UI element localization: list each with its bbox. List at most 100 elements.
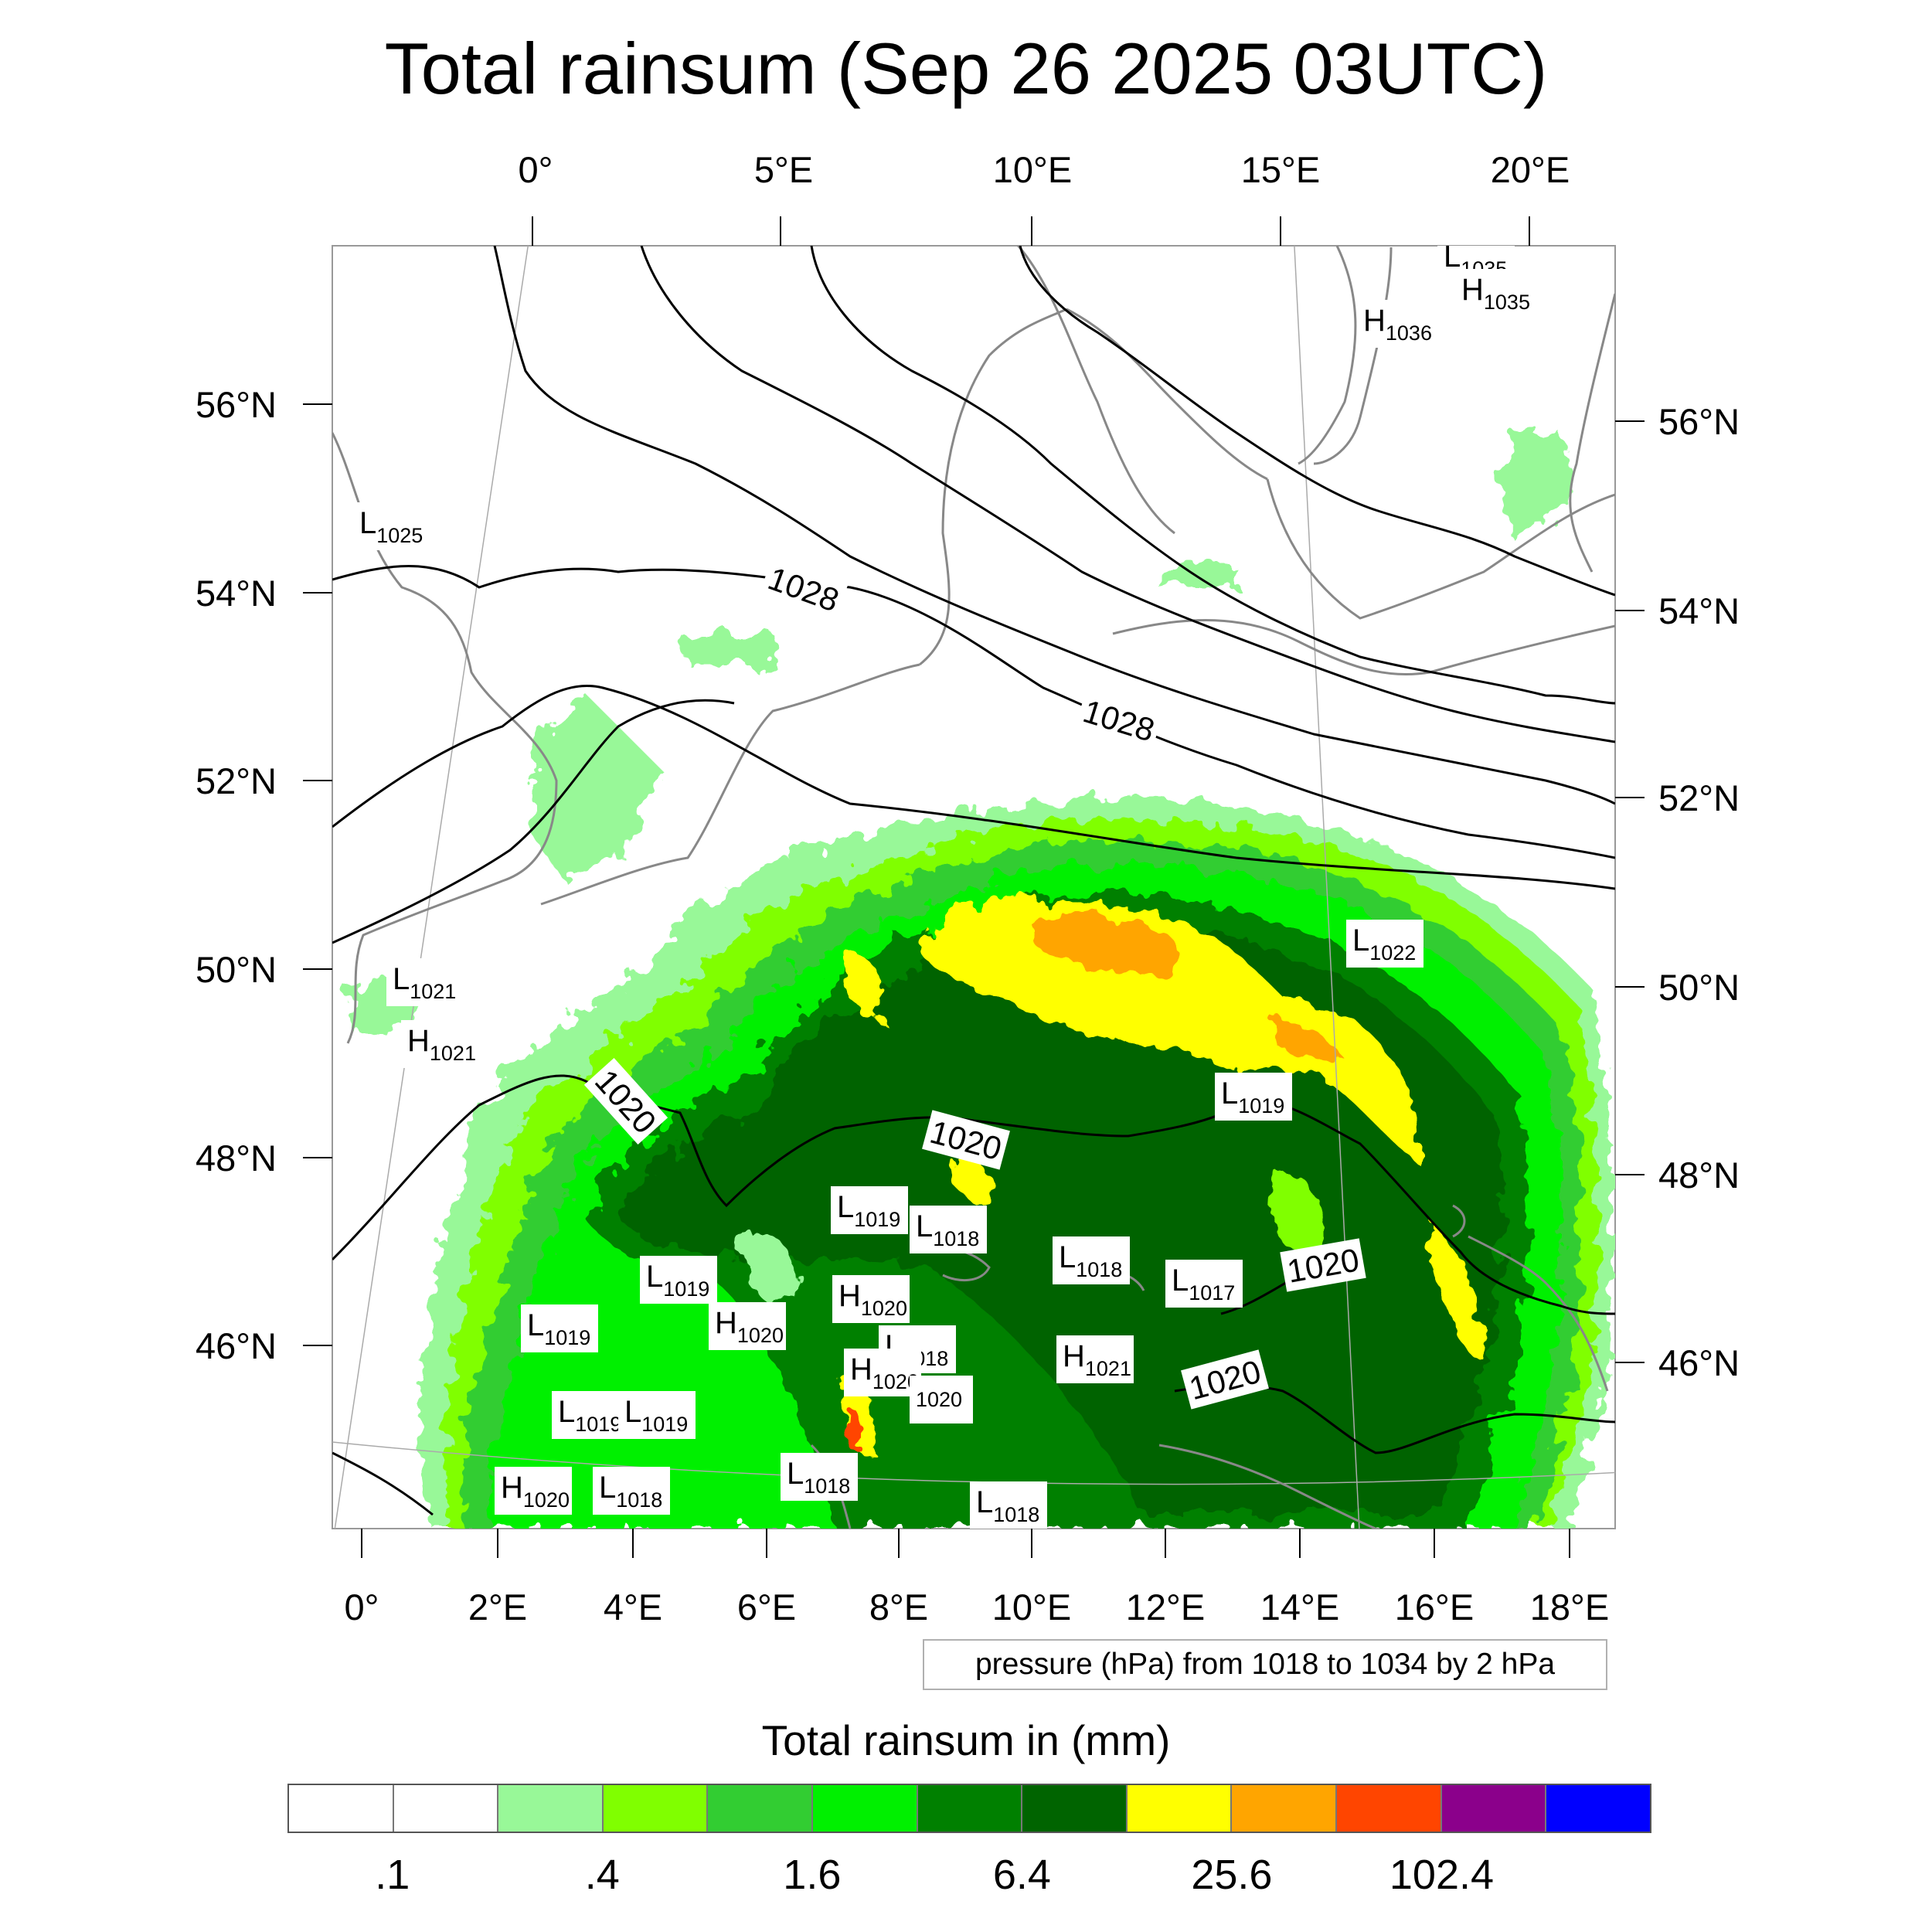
pressure-mark-bg <box>1053 1236 1130 1284</box>
pressure-mark-bg <box>831 1186 908 1234</box>
axis-label: 0° <box>345 1587 379 1628</box>
pressure-mark-bg <box>386 958 464 1006</box>
high-pressure-mark: H1036 <box>1363 304 1432 345</box>
colorbar-tick-label: 6.4 <box>992 1852 1051 1898</box>
low-pressure-mark: L1018 <box>787 1457 850 1498</box>
right-lat-labels: 56°N 54°N 52°N 50°N 48°N 46°N <box>1658 401 1740 1383</box>
pressure-mark-bg <box>401 1020 478 1068</box>
axis-label: 50°N <box>196 949 277 990</box>
colorbar-segment <box>1337 1785 1442 1832</box>
pressure-mark-bg <box>1215 1073 1292 1121</box>
pressure-mark-bg <box>1357 300 1434 348</box>
low-pressure-mark: L1018 <box>599 1471 662 1512</box>
pressure-mark-bg <box>1346 920 1423 968</box>
pressure-mark-bg <box>353 502 430 550</box>
axis-label: 0° <box>519 149 553 190</box>
colorbar-segment <box>1022 1785 1128 1832</box>
low-pressure-mark: L1018 <box>916 1209 979 1250</box>
axis-label: 46°N <box>196 1325 277 1366</box>
high-pressure-mark: H1020 <box>501 1471 570 1512</box>
axis-label: 18°E <box>1530 1587 1609 1628</box>
pressure-mark-bg <box>781 1453 858 1501</box>
map-title: Total rainsum (Sep 26 2025 03UTC) <box>384 28 1548 109</box>
colorbar-tick-label: .4 <box>584 1852 620 1898</box>
low-pressure-mark: L1025 <box>359 506 423 547</box>
axis-label: 52°N <box>1658 777 1740 818</box>
colorbar-title: Total rainsum in (mm) <box>761 1716 1171 1764</box>
high-pressure-mark: H1021 <box>407 1024 476 1065</box>
pressure-mark-bg <box>521 1304 598 1352</box>
colorbar-segment <box>1441 1785 1547 1832</box>
high-pressure-mark: H1020 <box>715 1306 784 1347</box>
axis-label: 16°E <box>1395 1587 1474 1628</box>
rainfall-field <box>348 433 1612 1529</box>
colorbar-tick-label: 25.6 <box>1191 1852 1273 1898</box>
pressure-mark-bg <box>618 1391 696 1439</box>
low-pressure-mark: L1019 <box>1221 1077 1284 1117</box>
colorbar-segment <box>1546 1785 1650 1832</box>
axis-label: 56°N <box>196 384 277 425</box>
colorbar-tick-label: .1 <box>375 1852 410 1898</box>
left-lat-labels: 56°N 54°N 52°N 50°N 48°N 46°N <box>196 384 277 1366</box>
low-pressure-mark: L1017 <box>1172 1264 1235 1304</box>
colorbar-tick-label: 1.6 <box>783 1852 842 1898</box>
pressure-mark-bg <box>844 1349 921 1396</box>
low-pressure-mark: 1020 <box>916 1388 962 1411</box>
top-lon-labels: 0° 5°E 10°E 15°E 20°E <box>519 149 1570 190</box>
pressure-mark-bg <box>1455 269 1532 317</box>
pressure-mark-bg <box>495 1467 572 1515</box>
pressure-mark-bg <box>970 1481 1047 1529</box>
axis-label: 8°E <box>869 1587 928 1628</box>
colorbar-segment <box>1232 1785 1338 1832</box>
pressure-mark-bg <box>1165 1260 1243 1308</box>
axis-label: 10°E <box>993 149 1072 190</box>
colorbar-segment <box>813 1785 918 1832</box>
axis-label: 46°N <box>1658 1342 1740 1383</box>
colorbar-segment <box>603 1785 709 1832</box>
axis-label: 48°N <box>196 1138 277 1179</box>
high-pressure-mark: H1035 <box>1461 273 1530 314</box>
pressure-mark-bg <box>709 1302 786 1350</box>
isobars <box>332 246 1615 1516</box>
axis-label: 56°N <box>1658 401 1740 442</box>
low-pressure-mark: L1019 <box>624 1395 688 1436</box>
colorbar-segment <box>289 1785 394 1832</box>
low-pressure-mark: L1019 <box>837 1190 900 1231</box>
pressure-mark-bg <box>910 1206 987 1253</box>
coastlines <box>332 246 1615 1529</box>
colorbar-tick-label: 102.4 <box>1389 1852 1495 1898</box>
low-pressure-mark: L1019 <box>527 1308 590 1349</box>
axis-label: 12°E <box>1126 1587 1205 1628</box>
pressure-centres: L1035H1035H1036L1025L1022L1021H1021L1019… <box>353 246 1532 1529</box>
contour-labels: 1028 1028 1020 1020 1020 1020 <box>583 556 1366 1410</box>
colorbar-segment <box>1127 1785 1233 1832</box>
colorbar <box>287 1784 1651 1833</box>
high-pressure-mark: H1021 <box>1063 1339 1131 1380</box>
pressure-mark-bg <box>640 1256 717 1304</box>
pressure-mark-bg <box>1056 1335 1134 1383</box>
colorbar-segment <box>393 1785 499 1832</box>
axis-label: 2°E <box>468 1587 527 1628</box>
tick-marks <box>303 216 1645 1558</box>
axis-label: 5°E <box>754 149 813 190</box>
axis-label: 14°E <box>1260 1587 1339 1628</box>
pressure-mark-bg <box>593 1467 670 1515</box>
axis-label: 10°E <box>992 1587 1071 1628</box>
pressure-mark-bg <box>832 1275 910 1323</box>
low-pressure-mark: L1021 <box>393 962 456 1003</box>
low-pressure-mark: L1022 <box>1352 923 1416 964</box>
low-pressure-mark: L1019 <box>558 1395 621 1436</box>
colorbar-segment <box>708 1785 814 1832</box>
colorbar-segment <box>917 1785 1023 1832</box>
high-pressure-mark: H1020 <box>838 1279 907 1320</box>
low-pressure-mark: L1019 <box>646 1260 709 1301</box>
colorbar-segment <box>498 1785 604 1832</box>
axis-label: 15°E <box>1241 149 1320 190</box>
axis-label: 6°E <box>737 1587 796 1628</box>
axis-label: 20°E <box>1491 149 1570 190</box>
contour-info-box: pressure (hPa) from 1018 to 1034 by 2 hP… <box>923 1639 1607 1690</box>
axis-label: 54°N <box>1658 590 1740 631</box>
axis-label: 48°N <box>1658 1155 1740 1196</box>
axis-label: 4°E <box>604 1587 662 1628</box>
